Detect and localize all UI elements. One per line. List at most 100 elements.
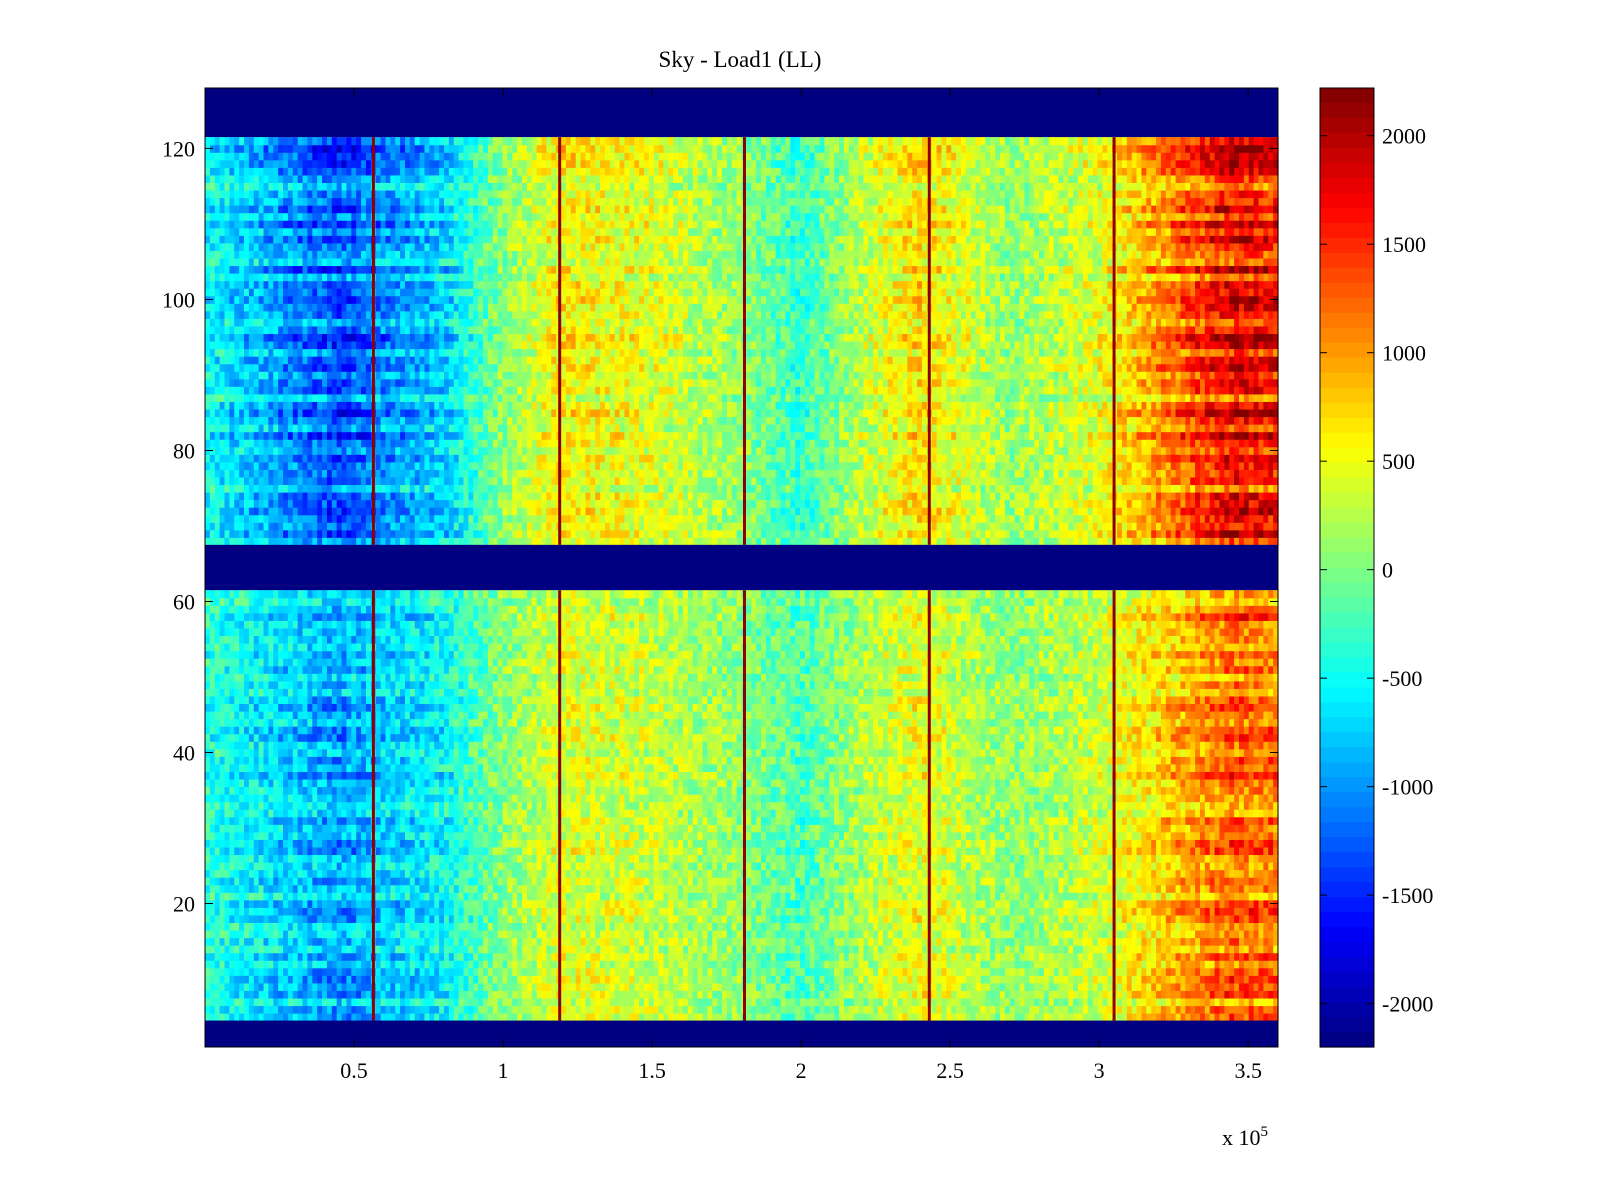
heatmap-cell xyxy=(1034,1013,1039,1021)
heatmap-cell xyxy=(1054,998,1059,1006)
heatmap-cell xyxy=(990,975,995,983)
heatmap-cell xyxy=(1078,968,1083,976)
heatmap-cell xyxy=(620,998,625,1006)
heatmap-cell xyxy=(385,1013,390,1021)
heatmap-cell xyxy=(966,1013,971,1021)
heatmap-cell xyxy=(600,990,605,998)
heatmap-cell xyxy=(244,1005,249,1013)
heatmap-cell xyxy=(483,983,488,991)
heatmap-cell xyxy=(493,983,498,991)
heatmap-cell xyxy=(361,975,366,983)
heatmap-cell xyxy=(342,975,347,983)
heatmap-cell xyxy=(1107,975,1112,983)
heatmap-cell xyxy=(951,998,956,1006)
heatmap-cell xyxy=(210,1013,215,1021)
heatmap-cell xyxy=(605,983,610,991)
heatmap-cell xyxy=(1239,983,1244,991)
heatmap-cell xyxy=(376,983,381,991)
heatmap-cell xyxy=(317,998,322,1006)
heatmap-cell xyxy=(576,998,581,1006)
heatmap-cell xyxy=(839,998,844,1006)
heatmap-cell xyxy=(1063,998,1068,1006)
heatmap-cell xyxy=(537,998,542,1006)
heatmap-cell xyxy=(790,1013,795,1021)
heatmap-cell xyxy=(737,1005,742,1013)
heatmap-cell xyxy=(366,968,371,976)
heatmap-cell xyxy=(663,990,668,998)
heatmap-cell xyxy=(376,1005,381,1013)
heatmap-cell xyxy=(805,990,810,998)
heatmap-cell xyxy=(488,998,493,1006)
heatmap-cell xyxy=(381,1013,386,1021)
heatmap-cell xyxy=(1263,983,1268,991)
heatmap-cell xyxy=(410,968,415,976)
heatmap-cell xyxy=(702,968,707,976)
heatmap-cell xyxy=(410,990,415,998)
heatmap-cell xyxy=(971,968,976,976)
heatmap-cell xyxy=(278,998,283,1006)
heatmap-cell xyxy=(839,1013,844,1021)
heatmap-cell xyxy=(1059,1013,1064,1021)
heatmap-cell xyxy=(483,975,488,983)
heatmap-cell xyxy=(727,968,732,976)
heatmap-cell xyxy=(659,968,664,976)
heatmap-cell xyxy=(878,1013,883,1021)
heatmap-cell xyxy=(605,975,610,983)
heatmap-cell xyxy=(746,1013,751,1021)
heatmap-cell xyxy=(849,983,854,991)
heatmap-cell xyxy=(980,1013,985,1021)
heatmap-cell xyxy=(327,1013,332,1021)
heatmap-cell xyxy=(829,983,834,991)
heatmap-cell xyxy=(771,990,776,998)
heatmap-cell xyxy=(478,975,483,983)
heatmap-cell xyxy=(893,990,898,998)
heatmap-cell xyxy=(659,1005,664,1013)
heatmap-cell xyxy=(356,990,361,998)
heatmap-cell xyxy=(1073,990,1078,998)
heatmap-cell xyxy=(503,1005,508,1013)
heatmap-cell xyxy=(1219,1013,1224,1021)
heatmap-cell xyxy=(424,990,429,998)
heatmap-cell xyxy=(517,998,522,1006)
heatmap-cell xyxy=(902,983,907,991)
heatmap-cell xyxy=(225,1005,230,1013)
heatmap-cell xyxy=(415,1013,420,1021)
heatmap-cell xyxy=(824,990,829,998)
heatmap-cell xyxy=(722,1013,727,1021)
heatmap-cell xyxy=(420,983,425,991)
heatmap-cell xyxy=(688,1013,693,1021)
heatmap-cell xyxy=(761,998,766,1006)
heatmap-cell xyxy=(693,975,698,983)
heatmap-cell xyxy=(746,975,751,983)
heatmap-cell xyxy=(1249,1013,1254,1021)
heatmap-cell xyxy=(361,1005,366,1013)
heatmap-cell xyxy=(717,968,722,976)
heatmap-cell xyxy=(468,998,473,1006)
heatmap-cell xyxy=(902,1013,907,1021)
heatmap-cell xyxy=(859,990,864,998)
heatmap-cell xyxy=(1054,968,1059,976)
heatmap-cell xyxy=(293,1005,298,1013)
heatmap-cell xyxy=(595,998,600,1006)
heatmap-cell xyxy=(659,998,664,1006)
heatmap-cell xyxy=(781,998,786,1006)
heatmap-cell xyxy=(1117,983,1122,991)
heatmap-cell xyxy=(1127,975,1132,983)
heatmap-cell xyxy=(307,1005,312,1013)
heatmap-cell xyxy=(259,990,264,998)
heatmap-cell xyxy=(702,975,707,983)
heatmap-cell xyxy=(424,1005,429,1013)
heatmap-cell xyxy=(298,968,303,976)
heatmap-cell xyxy=(268,968,273,976)
heatmap-cell xyxy=(1249,1005,1254,1013)
heatmap-cell xyxy=(434,990,439,998)
heatmap-cell xyxy=(361,983,366,991)
heatmap-cell xyxy=(800,968,805,976)
heatmap-cell xyxy=(424,998,429,1006)
heatmap-cell xyxy=(776,998,781,1006)
heatmap-cell xyxy=(229,968,234,976)
heatmap-cell xyxy=(498,975,503,983)
heatmap-cell xyxy=(463,990,468,998)
heatmap-cell xyxy=(215,1005,220,1013)
heatmap-cell xyxy=(849,975,854,983)
